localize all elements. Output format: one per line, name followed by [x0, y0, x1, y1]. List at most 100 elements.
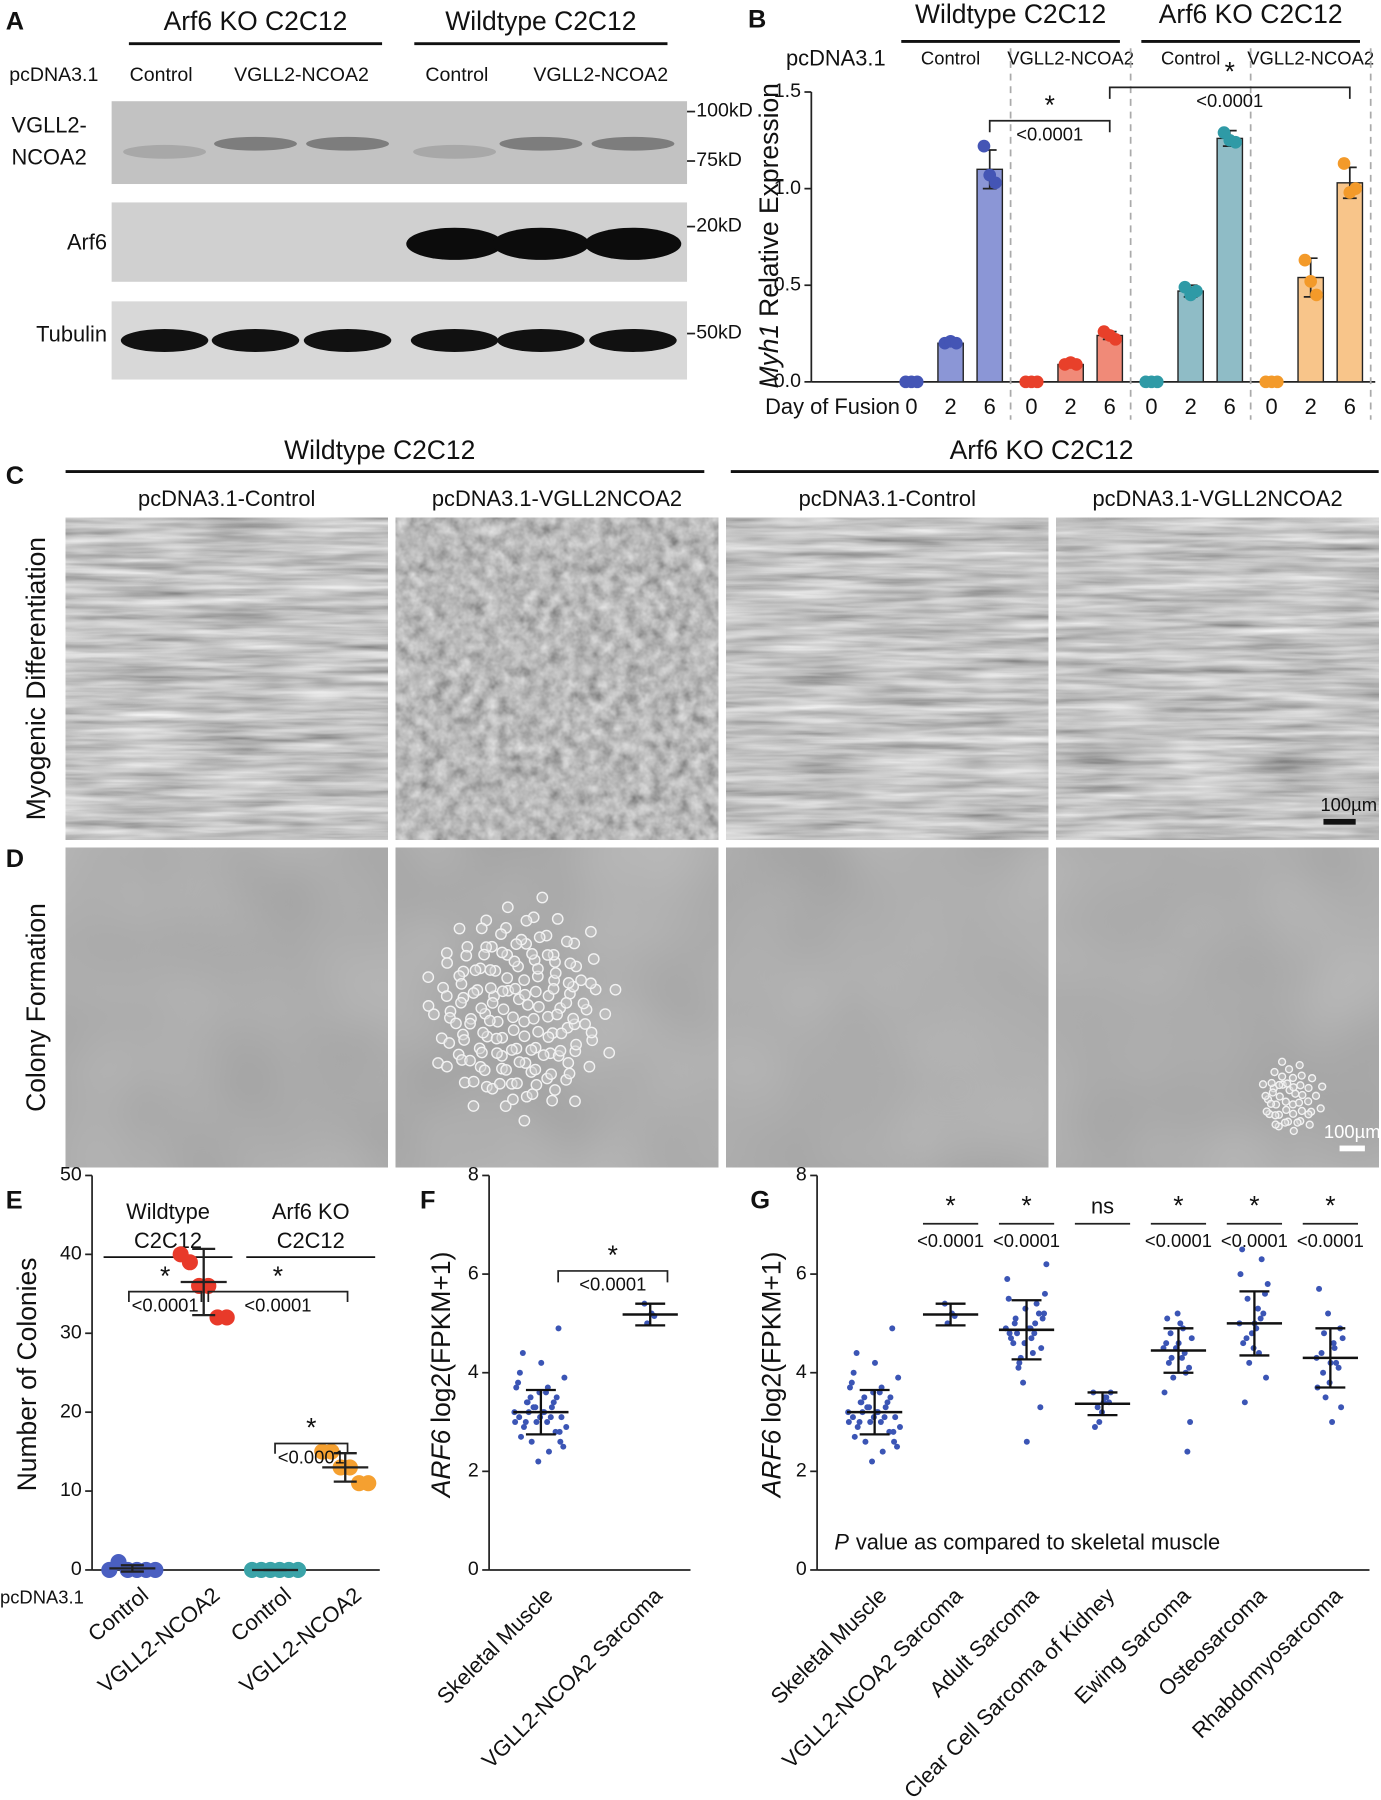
colony-cell	[555, 1027, 568, 1040]
colony-cell	[507, 1024, 520, 1037]
x-tick-label: 0	[1025, 394, 1037, 419]
data-point	[538, 1359, 545, 1366]
data-point	[1006, 1330, 1013, 1337]
colony-cell	[1305, 1120, 1314, 1129]
colony-cell	[529, 1063, 542, 1076]
band	[120, 328, 209, 352]
colony-cell	[585, 1026, 598, 1039]
significance-star: *	[1173, 1191, 1183, 1221]
data-point	[1014, 1330, 1021, 1337]
column-label: pcDNA3.1-VGLL2NCOA2	[432, 486, 682, 511]
colony-cell	[570, 1038, 582, 1051]
data-point	[1041, 1290, 1048, 1297]
data-point	[867, 1419, 874, 1426]
colony-cell	[1304, 1097, 1313, 1106]
data-point	[1349, 182, 1362, 195]
panel-letter: D	[6, 845, 24, 873]
x-tick-label: 0	[1265, 394, 1277, 419]
data-point	[1096, 1419, 1103, 1426]
error-bar	[192, 1247, 216, 1317]
y-tick-label: 30	[60, 1321, 82, 1343]
data-point	[1186, 1364, 1193, 1371]
bar	[937, 342, 964, 383]
colony-cell	[518, 1030, 531, 1043]
significance-star: ns	[1091, 1193, 1114, 1218]
colony-cell	[529, 985, 542, 998]
data-point	[1016, 1359, 1023, 1366]
scale-bar-label: 100µm	[1320, 794, 1377, 815]
data-point	[1167, 1330, 1174, 1337]
data-point	[895, 1374, 902, 1381]
colony-cell	[518, 974, 531, 986]
band	[584, 227, 682, 260]
colony-cell	[577, 997, 590, 1010]
data-point	[851, 1433, 858, 1440]
data-point	[1184, 1448, 1191, 1455]
lane-label: Control	[130, 64, 193, 86]
y-axis-label: Myh1 Relative Expression	[754, 83, 784, 388]
panel-letter: F	[420, 1187, 435, 1215]
colony-cell	[443, 1037, 456, 1049]
colony-cell	[497, 1003, 510, 1016]
colony-cell	[564, 957, 577, 970]
data-point	[892, 1414, 899, 1421]
data-point	[555, 1325, 562, 1332]
colony-cell	[511, 1077, 523, 1090]
data-point	[1029, 1350, 1036, 1356]
x-tick-label: 2	[1185, 394, 1197, 419]
x-tick-label: Skeletal Muscle	[432, 1583, 558, 1709]
colony-cell	[518, 1015, 531, 1028]
y-tick-label: 2	[796, 1460, 807, 1482]
data-point	[950, 336, 963, 350]
colony-cell	[455, 978, 468, 990]
colony-cell	[562, 1057, 575, 1069]
note-text: value as compared to skeletal muscle	[856, 1529, 1220, 1554]
colony-cell	[1282, 1105, 1291, 1115]
colony-cell	[1316, 1104, 1325, 1113]
colony-cell	[1288, 1073, 1298, 1083]
colony-cell	[1266, 1099, 1276, 1108]
data-point	[1032, 1320, 1039, 1327]
data-point	[1170, 1374, 1177, 1381]
data-point	[1338, 1404, 1345, 1411]
colony-cell	[1297, 1106, 1307, 1116]
panel-letter: A	[6, 8, 24, 36]
y-axis-label-text: Relative Expression	[754, 83, 784, 317]
data-point	[1043, 1261, 1050, 1268]
data-point	[1005, 1295, 1012, 1302]
data-point	[181, 1254, 198, 1271]
colony-cell	[1297, 1071, 1306, 1080]
data-point	[884, 1399, 891, 1406]
data-point	[1264, 1280, 1271, 1287]
y-tick-label: 0.0	[774, 370, 801, 392]
group-title: C2C12	[277, 1228, 345, 1253]
row-label: Myogenic Differentiation	[21, 537, 51, 820]
colony-cell	[1288, 1109, 1298, 1118]
micrograph	[1056, 517, 1379, 840]
y-tick-label: 1.5	[774, 80, 801, 102]
data-point	[1031, 1330, 1038, 1337]
significance-star: *	[945, 1191, 955, 1221]
colony-cell	[1258, 1080, 1268, 1089]
data-point	[856, 1419, 863, 1426]
colony-cell	[1307, 1074, 1317, 1083]
colony-cell	[460, 949, 473, 962]
significance-bracket	[1108, 86, 1351, 99]
data-point	[881, 1414, 888, 1421]
y-tick-label: 0.5	[774, 273, 801, 295]
data-point	[532, 1404, 539, 1411]
colony-cell	[560, 996, 573, 1009]
y-tick-label: 0	[796, 1558, 807, 1580]
data-point	[1094, 1404, 1101, 1411]
colony-cell	[475, 1002, 488, 1015]
data-point	[1239, 1246, 1246, 1253]
colony-cell	[1280, 1118, 1290, 1127]
x-tick-label: 0	[905, 394, 917, 419]
data-point	[853, 1350, 860, 1356]
colony-cell	[440, 990, 453, 1002]
band	[497, 328, 585, 352]
data-point	[1177, 1320, 1184, 1327]
data-point	[290, 1561, 307, 1579]
data-point	[533, 1419, 540, 1426]
